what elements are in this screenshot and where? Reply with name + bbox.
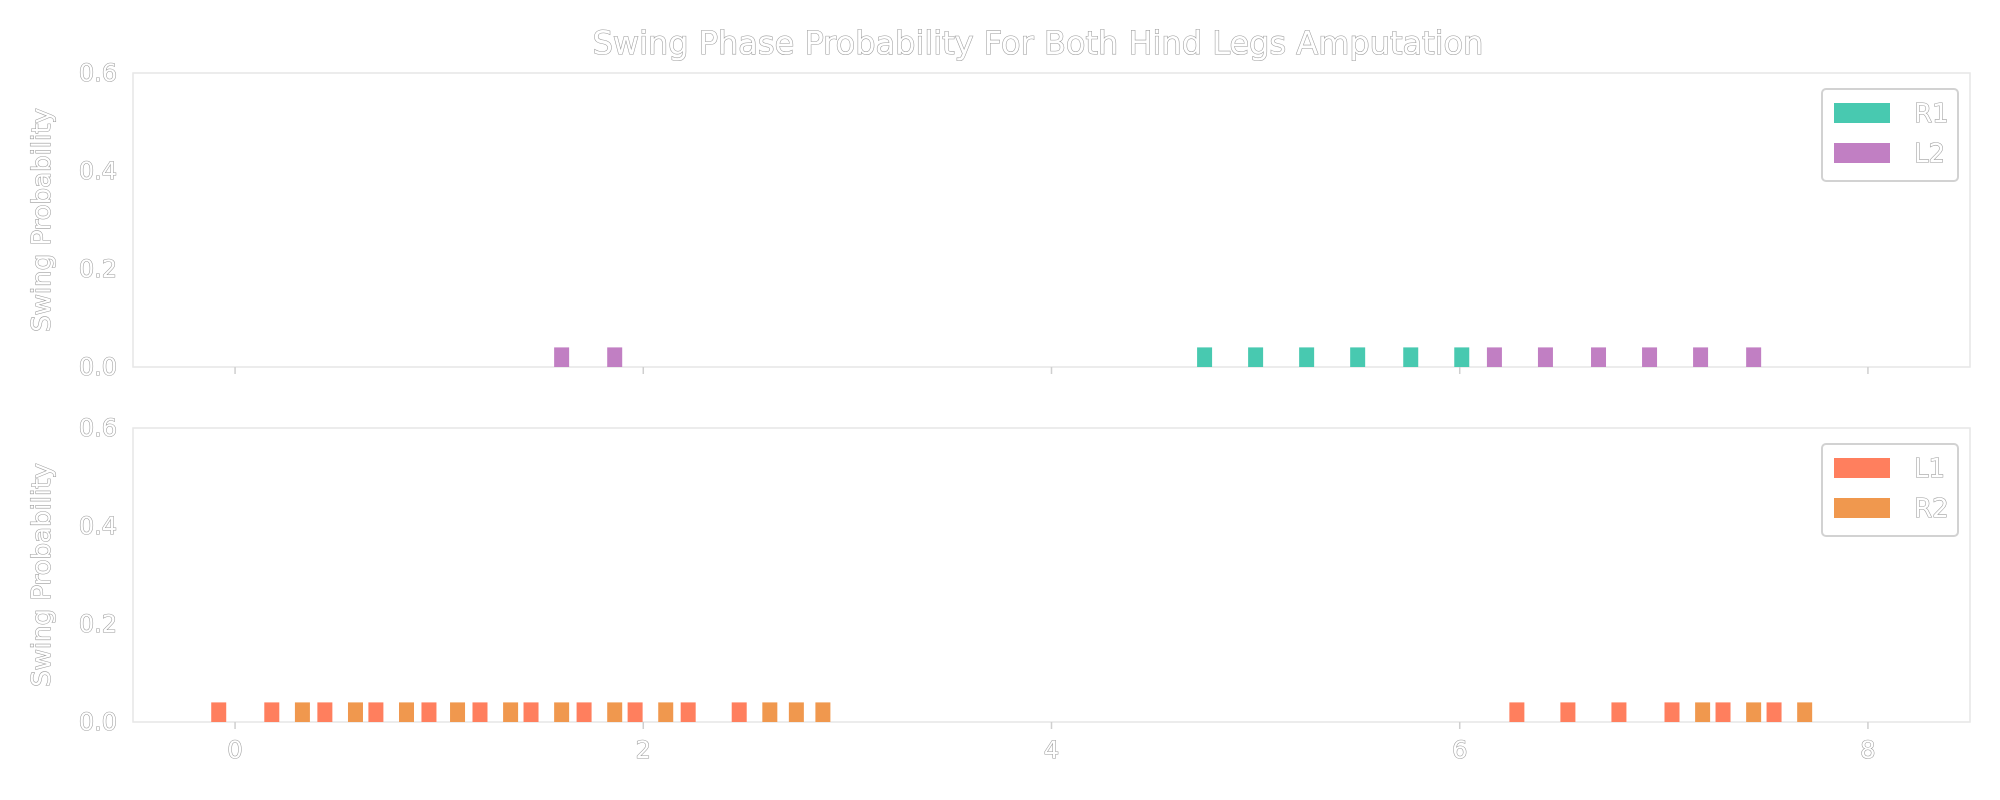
- bar-r2: [1797, 702, 1813, 722]
- bar-r1: [1197, 347, 1213, 367]
- bar-r1: [1299, 347, 1315, 367]
- bar-l2: [1486, 347, 1502, 367]
- bar-r1: [1454, 347, 1470, 367]
- bar-l2: [607, 347, 623, 367]
- bar-l2: [554, 347, 570, 367]
- bar-r2: [762, 702, 778, 722]
- y-tick-label: 0.6: [79, 414, 117, 442]
- y-tick-label: 0.2: [79, 255, 117, 283]
- legend-swatch-r1: [1834, 103, 1890, 123]
- bar-l1: [1766, 702, 1782, 722]
- plot-frame: [132, 72, 1971, 368]
- bar-r2: [815, 702, 831, 722]
- bar-l1: [1715, 702, 1731, 722]
- y-tick-label: 0.4: [79, 157, 117, 185]
- bar-r2: [1746, 702, 1762, 722]
- bar-l1: [1664, 702, 1680, 722]
- bar-l1: [731, 702, 747, 722]
- bar-r1: [1248, 347, 1264, 367]
- legend-label: L2: [1914, 139, 1945, 169]
- legend-swatch-l1: [1834, 458, 1890, 478]
- bar-l1: [1509, 702, 1525, 722]
- bar-r2: [294, 702, 310, 722]
- x-tick-label: 4: [1044, 736, 1059, 764]
- y-tick-label: 0.2: [79, 610, 117, 638]
- plot-frame: [132, 427, 1971, 723]
- legend-swatch-r2: [1834, 498, 1890, 518]
- bar-l1: [627, 702, 643, 722]
- bar-l2: [1537, 347, 1553, 367]
- bar-l1: [523, 702, 539, 722]
- y-axis-label: Swing Probability: [27, 463, 57, 687]
- bar-r2: [347, 702, 363, 722]
- bar-l1: [317, 702, 333, 722]
- bar-l1: [264, 702, 280, 722]
- bar-r2: [554, 702, 570, 722]
- x-tick-label: 0: [227, 736, 242, 764]
- x-tick-label: 2: [636, 736, 651, 764]
- y-tick-label: 0.0: [79, 708, 117, 736]
- bar-r2: [788, 702, 804, 722]
- bar-l1: [576, 702, 592, 722]
- legend-label: R1: [1914, 99, 1949, 129]
- legend-label: R2: [1914, 494, 1949, 524]
- bar-r2: [607, 702, 623, 722]
- chart-title: Swing Phase Probability For Both Hind Le…: [593, 24, 1484, 62]
- y-tick-label: 0.4: [79, 512, 117, 540]
- bar-l1: [1560, 702, 1576, 722]
- legend-swatch-l2: [1834, 143, 1890, 163]
- bar-r2: [503, 702, 519, 722]
- bar-l1: [211, 702, 227, 722]
- bar-l2: [1746, 347, 1762, 367]
- bar-r2: [450, 702, 466, 722]
- y-tick-label: 0.6: [79, 59, 117, 87]
- bar-l1: [368, 702, 384, 722]
- bar-r2: [1695, 702, 1711, 722]
- bar-l2: [1693, 347, 1709, 367]
- bar-r2: [399, 702, 415, 722]
- bar-l1: [680, 702, 696, 722]
- x-tick-label: 8: [1860, 736, 1875, 764]
- bar-l1: [472, 702, 488, 722]
- bar-l1: [1611, 702, 1627, 722]
- legend-label: L1: [1914, 454, 1945, 484]
- y-tick-label: 0.0: [79, 353, 117, 381]
- x-tick-label: 6: [1452, 736, 1467, 764]
- bar-r2: [658, 702, 674, 722]
- bar-l2: [1642, 347, 1658, 367]
- bar-r1: [1350, 347, 1366, 367]
- bar-l2: [1591, 347, 1607, 367]
- bar-l1: [421, 702, 437, 722]
- y-axis-label: Swing Probability: [27, 108, 57, 332]
- bar-r1: [1403, 347, 1419, 367]
